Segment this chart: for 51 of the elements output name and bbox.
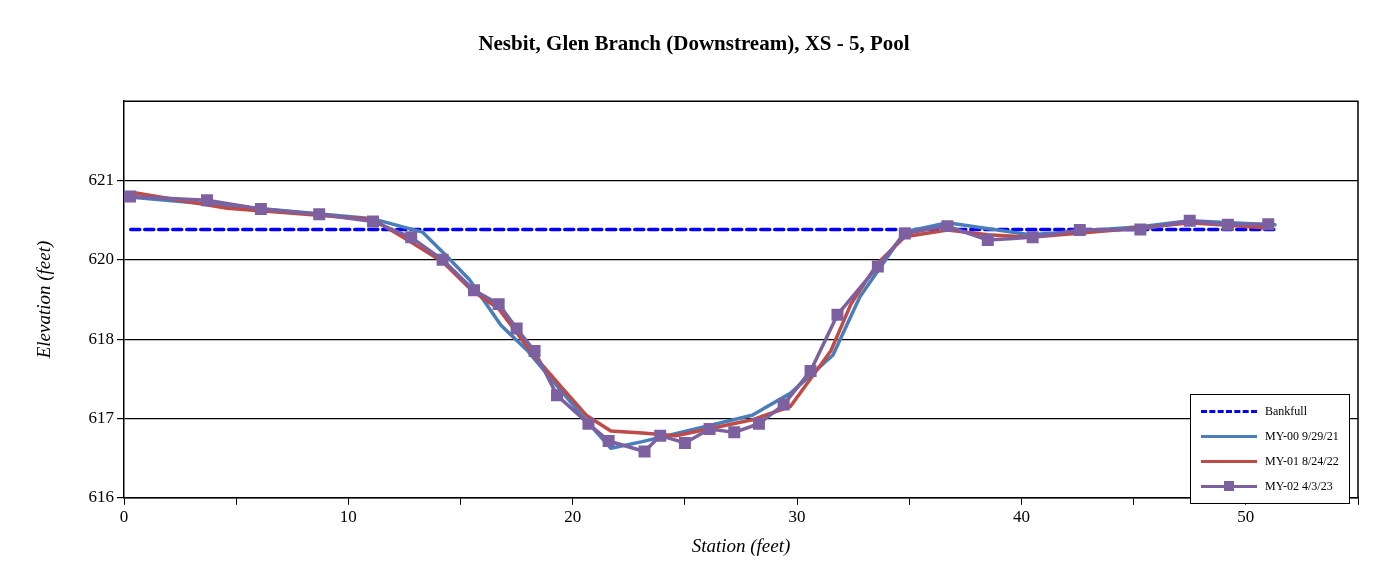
point <box>201 194 214 207</box>
point <box>602 434 615 447</box>
point <box>1073 224 1086 237</box>
point <box>436 253 449 266</box>
point <box>254 202 267 215</box>
point <box>1026 231 1039 244</box>
point <box>804 364 817 377</box>
point <box>405 231 418 244</box>
point <box>582 417 595 430</box>
y-tick-label: 618 <box>88 328 114 348</box>
point <box>831 308 844 321</box>
point <box>1221 218 1234 231</box>
x-tick-label: 40 <box>1012 507 1030 527</box>
point <box>752 417 765 430</box>
point <box>367 215 380 228</box>
point <box>510 322 523 335</box>
point <box>941 220 954 233</box>
legend-label: Bankfull <box>1265 403 1307 419</box>
point <box>124 190 137 203</box>
point <box>871 260 884 273</box>
y-axis-title: Elevation (feet) <box>33 240 56 360</box>
point <box>551 389 564 402</box>
point <box>638 445 651 458</box>
legend-label: MY-02 4/3/23 <box>1265 478 1333 494</box>
chart-title: Nesbit, Glen Branch (Downstream), XS - 5, Pool <box>478 31 910 56</box>
point <box>654 429 667 442</box>
x-axis-title: Station (feet) <box>691 534 791 557</box>
point <box>1262 218 1275 231</box>
x-tick-label: 20 <box>564 507 582 527</box>
point <box>492 298 505 311</box>
legend-label: MY-00 9/29/21 <box>1265 428 1339 444</box>
y-tick-label: 616 <box>88 487 114 507</box>
point <box>981 234 994 246</box>
x-tick-label: 50 <box>1237 507 1255 527</box>
point <box>1183 214 1196 227</box>
point <box>528 345 541 358</box>
point <box>703 423 716 436</box>
legend-label: MY-01 8/24/22 <box>1265 453 1339 469</box>
x-tick-label: 10 <box>339 507 357 527</box>
y-tick-label: 617 <box>88 407 115 427</box>
x-tick-label: 30 <box>788 507 806 527</box>
point <box>678 436 691 449</box>
point <box>777 398 790 411</box>
point <box>468 284 480 297</box>
y-tick-label: 620 <box>88 249 114 269</box>
point <box>728 426 741 439</box>
point <box>313 208 326 221</box>
x-tick-label: 0 <box>119 507 129 527</box>
y-tick-label: 621 <box>88 169 114 189</box>
point <box>1134 223 1147 236</box>
point <box>898 227 911 240</box>
